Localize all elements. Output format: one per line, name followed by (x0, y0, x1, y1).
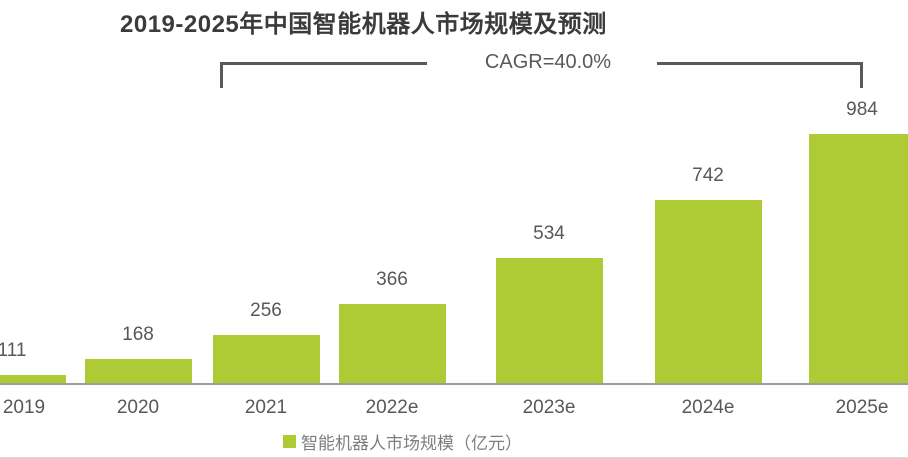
bar-value-label-2023e: 534 (533, 223, 565, 244)
bar-2021 (212, 335, 320, 384)
x-axis-label-2022e: 2022e (365, 397, 419, 418)
bar-value-label-2025e: 984 (846, 99, 878, 120)
x-axis-label-2021: 2021 (244, 397, 288, 418)
x-axis-label-2020: 2020 (116, 397, 160, 418)
legend-label: 智能机器人市场规模（亿元） (301, 433, 522, 453)
bar-2023e (495, 258, 603, 384)
bar-value-label-2020: 168 (122, 324, 154, 345)
x-axis-label-2023e: 2023e (522, 397, 576, 418)
bar-value-label-2022e: 366 (376, 269, 408, 290)
cagr-bracket-left (220, 62, 427, 88)
bar-2019 (0, 375, 66, 384)
x-axis-line (0, 383, 908, 385)
legend: 智能机器人市场规模（亿元） (283, 431, 522, 453)
bar-2022e (338, 304, 446, 384)
bar-value-label-2019: 111 (0, 340, 27, 361)
x-axis-label-2024e: 2024e (681, 397, 735, 418)
x-axis-label-2025e: 2025e (835, 397, 889, 418)
bar-value-label-2024e: 742 (692, 165, 724, 186)
bar-2025e (808, 134, 908, 384)
bar-2024e (654, 200, 762, 384)
cagr-bracket-right (657, 62, 863, 88)
cagr-annotation: CAGR=40.0% (484, 51, 612, 73)
chart-title: 2019-2025年中国智能机器人市场规模及预测 (120, 11, 607, 38)
legend-swatch-icon (283, 434, 296, 448)
x-axis-label-2019: 2019 (2, 397, 46, 418)
bar-2020 (84, 359, 192, 384)
bar-value-label-2021: 256 (250, 300, 282, 321)
